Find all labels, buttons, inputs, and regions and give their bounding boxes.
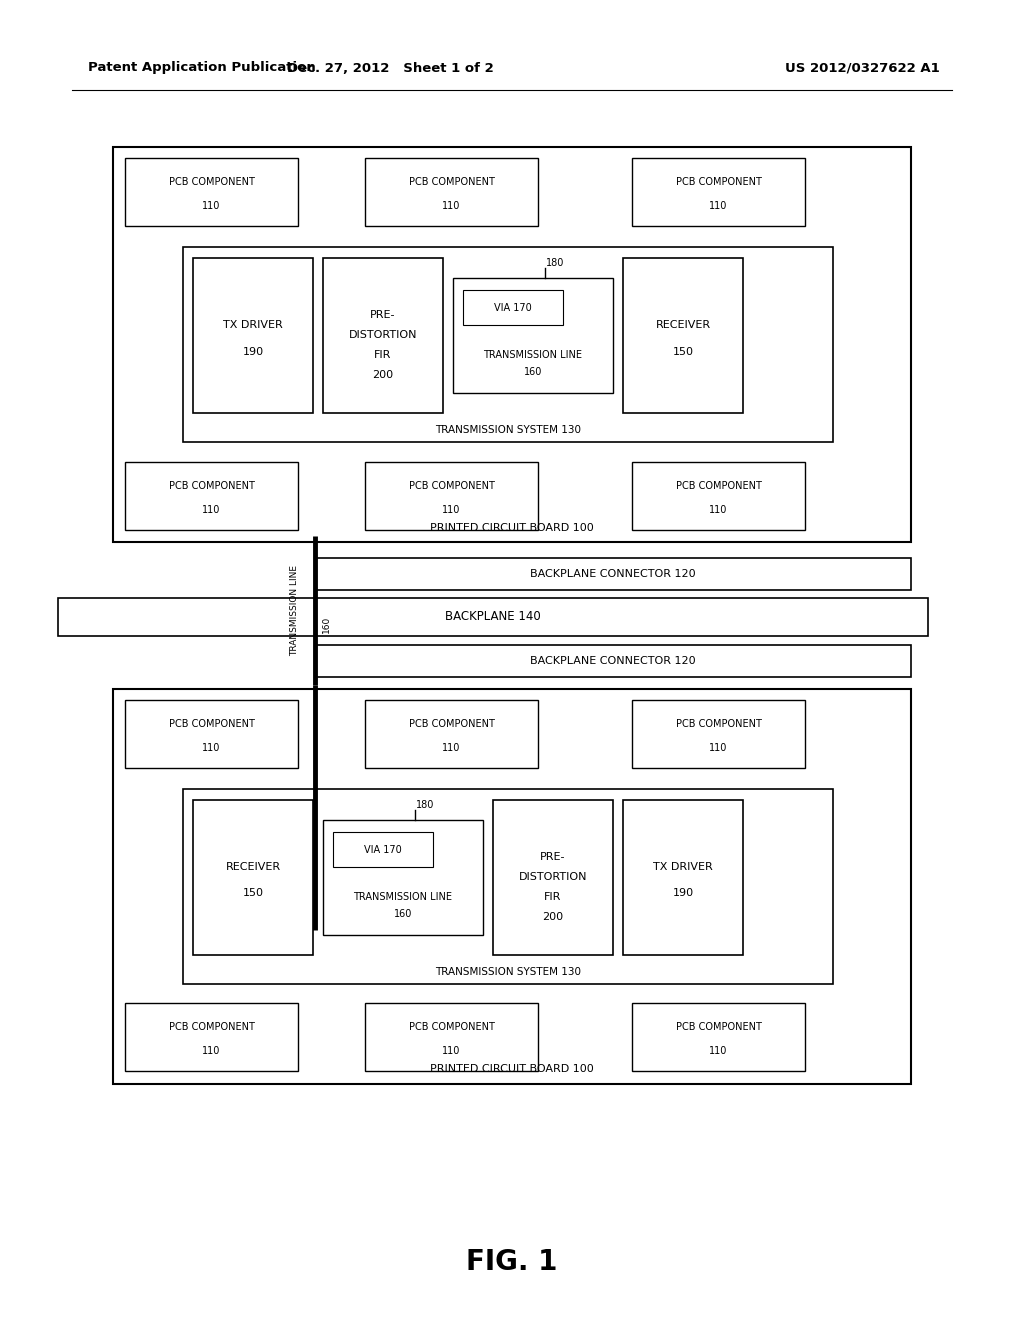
Text: PCB COMPONENT: PCB COMPONENT	[676, 719, 762, 729]
Text: BACKPLANE CONNECTOR 120: BACKPLANE CONNECTOR 120	[530, 569, 696, 579]
Text: PRINTED CIRCUIT BOARD 100: PRINTED CIRCUIT BOARD 100	[430, 1064, 594, 1074]
Bar	[632, 462, 805, 531]
Text: VIA 170: VIA 170	[365, 845, 401, 855]
Bar	[632, 700, 805, 768]
Text: PCB COMPONENT: PCB COMPONENT	[409, 480, 495, 491]
Text: 150: 150	[243, 888, 263, 899]
Bar	[323, 257, 443, 413]
Bar	[365, 462, 538, 531]
Text: 110: 110	[710, 506, 728, 515]
Bar	[623, 800, 743, 954]
Bar	[193, 257, 313, 413]
Text: 110: 110	[203, 506, 221, 515]
Bar	[113, 689, 911, 1084]
Text: PCB COMPONENT: PCB COMPONENT	[676, 480, 762, 491]
Text: FIR: FIR	[375, 351, 392, 360]
Text: 110: 110	[710, 1045, 728, 1056]
Text: PCB COMPONENT: PCB COMPONENT	[409, 1022, 495, 1032]
Bar	[125, 1003, 298, 1071]
Text: PCB COMPONENT: PCB COMPONENT	[169, 177, 254, 187]
Bar	[58, 598, 928, 636]
Text: TRANSMISSION LINE: TRANSMISSION LINE	[483, 350, 583, 360]
Text: 200: 200	[373, 371, 393, 380]
Text: PCB COMPONENT: PCB COMPONENT	[409, 719, 495, 729]
Text: Patent Application Publication: Patent Application Publication	[88, 62, 315, 74]
Text: PCB COMPONENT: PCB COMPONENT	[169, 480, 254, 491]
Bar	[365, 1003, 538, 1071]
Text: PRE-: PRE-	[541, 853, 565, 862]
Text: 160: 160	[394, 909, 413, 919]
Text: 110: 110	[203, 1045, 221, 1056]
Bar	[315, 558, 911, 590]
Bar	[323, 820, 483, 935]
Text: FIG. 1: FIG. 1	[466, 1247, 558, 1276]
Bar	[183, 247, 833, 442]
Bar	[113, 147, 911, 543]
Text: RECEIVER: RECEIVER	[225, 862, 281, 873]
Text: PCB COMPONENT: PCB COMPONENT	[676, 1022, 762, 1032]
Bar	[632, 158, 805, 226]
Text: VIA 170: VIA 170	[495, 304, 531, 313]
Text: DISTORTION: DISTORTION	[349, 330, 417, 341]
Text: 110: 110	[442, 743, 461, 752]
Text: 150: 150	[673, 347, 693, 356]
Text: 180: 180	[546, 257, 564, 268]
Text: PCB COMPONENT: PCB COMPONENT	[676, 177, 762, 187]
Text: BACKPLANE CONNECTOR 120: BACKPLANE CONNECTOR 120	[530, 656, 696, 667]
Text: 180: 180	[416, 800, 434, 810]
Text: 110: 110	[710, 743, 728, 752]
Bar	[183, 789, 833, 983]
Text: PRE-: PRE-	[371, 310, 395, 321]
Text: 160: 160	[524, 367, 542, 378]
Bar	[193, 800, 313, 954]
Text: 110: 110	[442, 506, 461, 515]
Text: RECEIVER: RECEIVER	[655, 321, 711, 330]
Text: 190: 190	[243, 347, 263, 356]
Text: PCB COMPONENT: PCB COMPONENT	[409, 177, 495, 187]
Bar	[315, 645, 911, 677]
Bar	[125, 700, 298, 768]
Text: 110: 110	[442, 1045, 461, 1056]
Text: 160: 160	[322, 615, 331, 632]
Bar	[125, 158, 298, 226]
Bar	[125, 462, 298, 531]
Text: 200: 200	[543, 912, 563, 923]
Bar	[632, 1003, 805, 1071]
Text: DISTORTION: DISTORTION	[519, 873, 587, 883]
Text: TRANSMISSION LINE: TRANSMISSION LINE	[353, 892, 453, 902]
Bar	[453, 279, 613, 393]
Text: 110: 110	[442, 201, 461, 211]
Bar	[623, 257, 743, 413]
Text: 110: 110	[710, 201, 728, 211]
Text: 110: 110	[203, 201, 221, 211]
Text: PRINTED CIRCUIT BOARD 100: PRINTED CIRCUIT BOARD 100	[430, 523, 594, 533]
Text: 190: 190	[673, 888, 693, 899]
Text: Dec. 27, 2012   Sheet 1 of 2: Dec. 27, 2012 Sheet 1 of 2	[287, 62, 494, 74]
Bar	[493, 800, 613, 954]
Bar	[365, 158, 538, 226]
Text: FIR: FIR	[545, 892, 562, 903]
Text: US 2012/0327622 A1: US 2012/0327622 A1	[785, 62, 940, 74]
Bar	[463, 290, 563, 325]
Text: PCB COMPONENT: PCB COMPONENT	[169, 719, 254, 729]
Text: TRANSMISSION SYSTEM 130: TRANSMISSION SYSTEM 130	[435, 425, 581, 436]
Text: TRANSMISSION LINE: TRANSMISSION LINE	[291, 565, 299, 656]
Text: PCB COMPONENT: PCB COMPONENT	[169, 1022, 254, 1032]
Bar	[365, 700, 538, 768]
Text: TX DRIVER: TX DRIVER	[223, 321, 283, 330]
Text: BACKPLANE 140: BACKPLANE 140	[445, 610, 541, 623]
Text: TRANSMISSION SYSTEM 130: TRANSMISSION SYSTEM 130	[435, 968, 581, 977]
Text: 110: 110	[203, 743, 221, 752]
Text: TX DRIVER: TX DRIVER	[653, 862, 713, 873]
Bar	[333, 832, 433, 867]
